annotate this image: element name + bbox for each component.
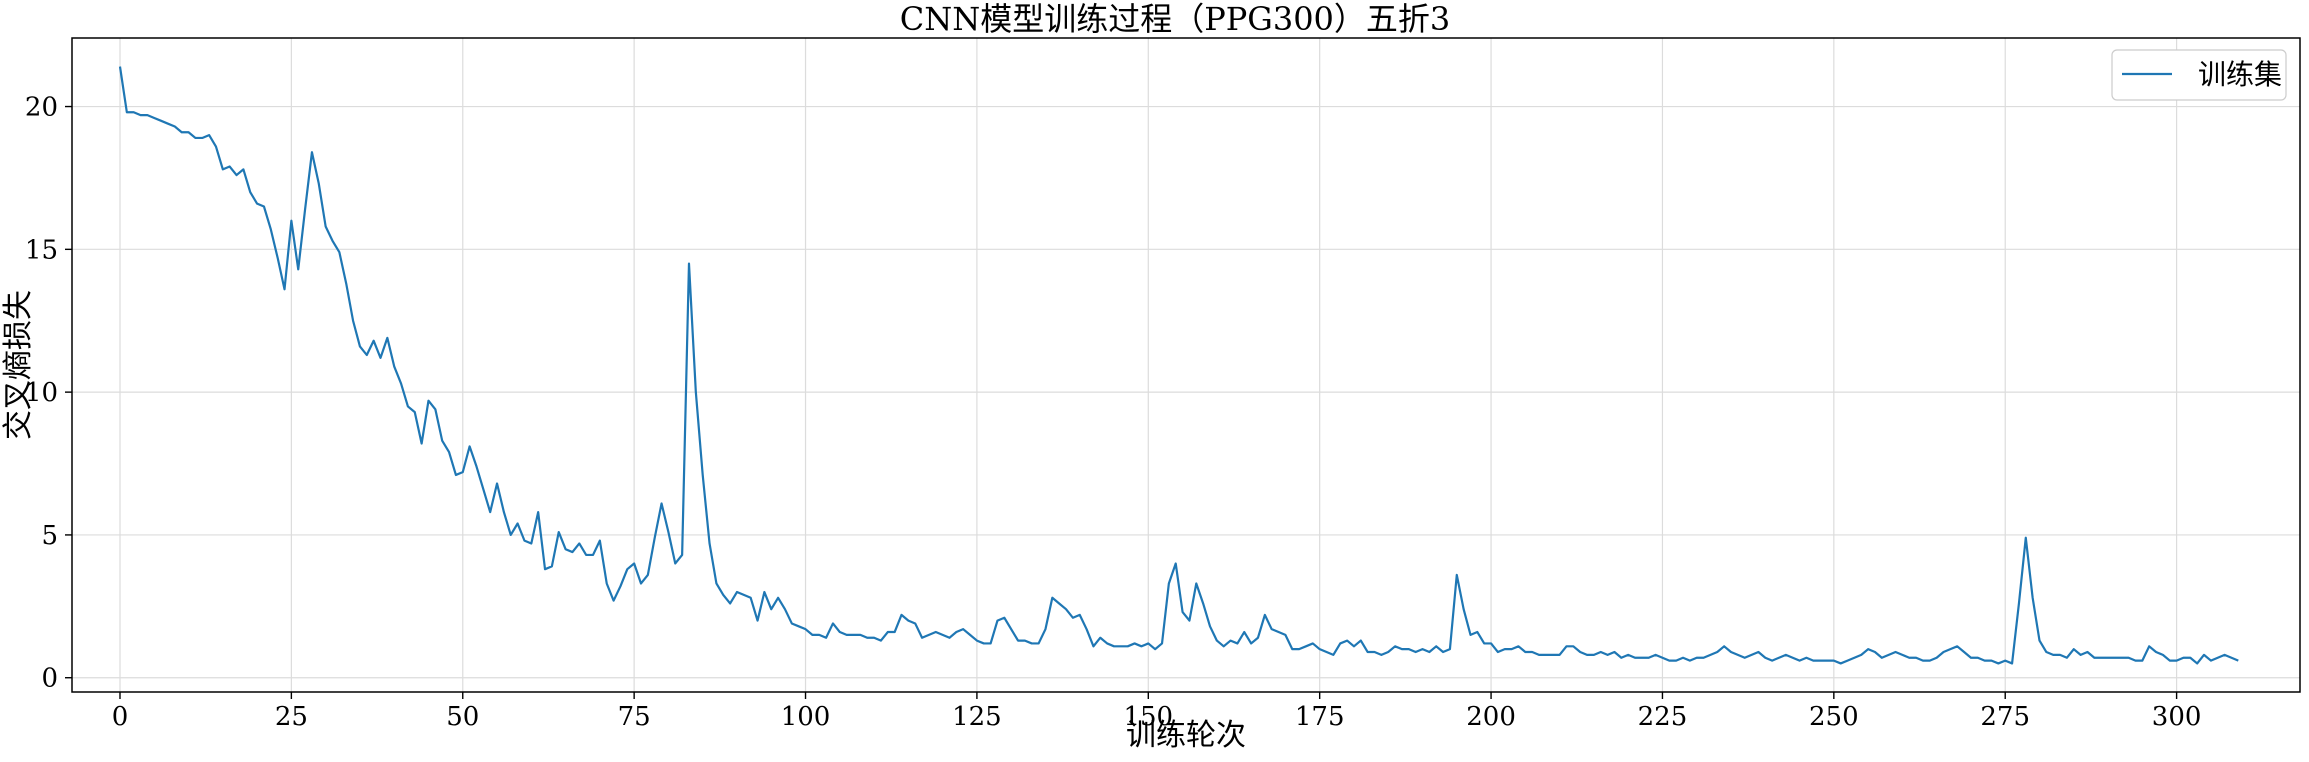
chart-title: CNN模型训练过程（PPG300）五折3	[900, 0, 1451, 38]
x-tick-label: 275	[1980, 702, 2030, 732]
x-tick-label: 125	[952, 702, 1002, 732]
x-tick-label: 25	[275, 702, 308, 732]
x-tick-label: 0	[112, 702, 129, 732]
legend-box	[2111, 49, 2287, 101]
x-axis-label: 训练轮次	[1126, 718, 1246, 753]
series-layer	[118, 66, 2239, 665]
x-tick-label: 250	[1809, 702, 1859, 732]
y-tick-label: 20	[25, 93, 58, 123]
y-tick-label: 10	[25, 378, 58, 408]
grid-lines	[72, 38, 2300, 692]
x-tick-label: 75	[618, 702, 651, 732]
x-tick-label: 300	[2152, 702, 2202, 732]
x-tick-label: 100	[781, 702, 831, 732]
legend: 训练集	[2111, 49, 2287, 101]
plot-frame	[71, 37, 2301, 693]
series-line-training-set	[118, 66, 2239, 665]
y-tick-label: 0	[41, 664, 58, 694]
y-axis-label: 交叉熵损失	[1, 290, 36, 440]
x-tick-label: 200	[1466, 702, 1516, 732]
x-tick-label: 50	[446, 702, 479, 732]
x-tick-label: 225	[1638, 702, 1688, 732]
legend-label: 训练集	[2198, 58, 2282, 91]
x-tick-label: 150	[1123, 702, 1173, 732]
x-tick-label: 175	[1295, 702, 1345, 732]
y-tick-label: 5	[41, 521, 58, 551]
y-tick-label: 15	[25, 235, 58, 265]
axis-ticks: 0 25 50 75 100 125 150 175 200 225 250 275 300 0 5 10 15…	[25, 93, 2202, 732]
